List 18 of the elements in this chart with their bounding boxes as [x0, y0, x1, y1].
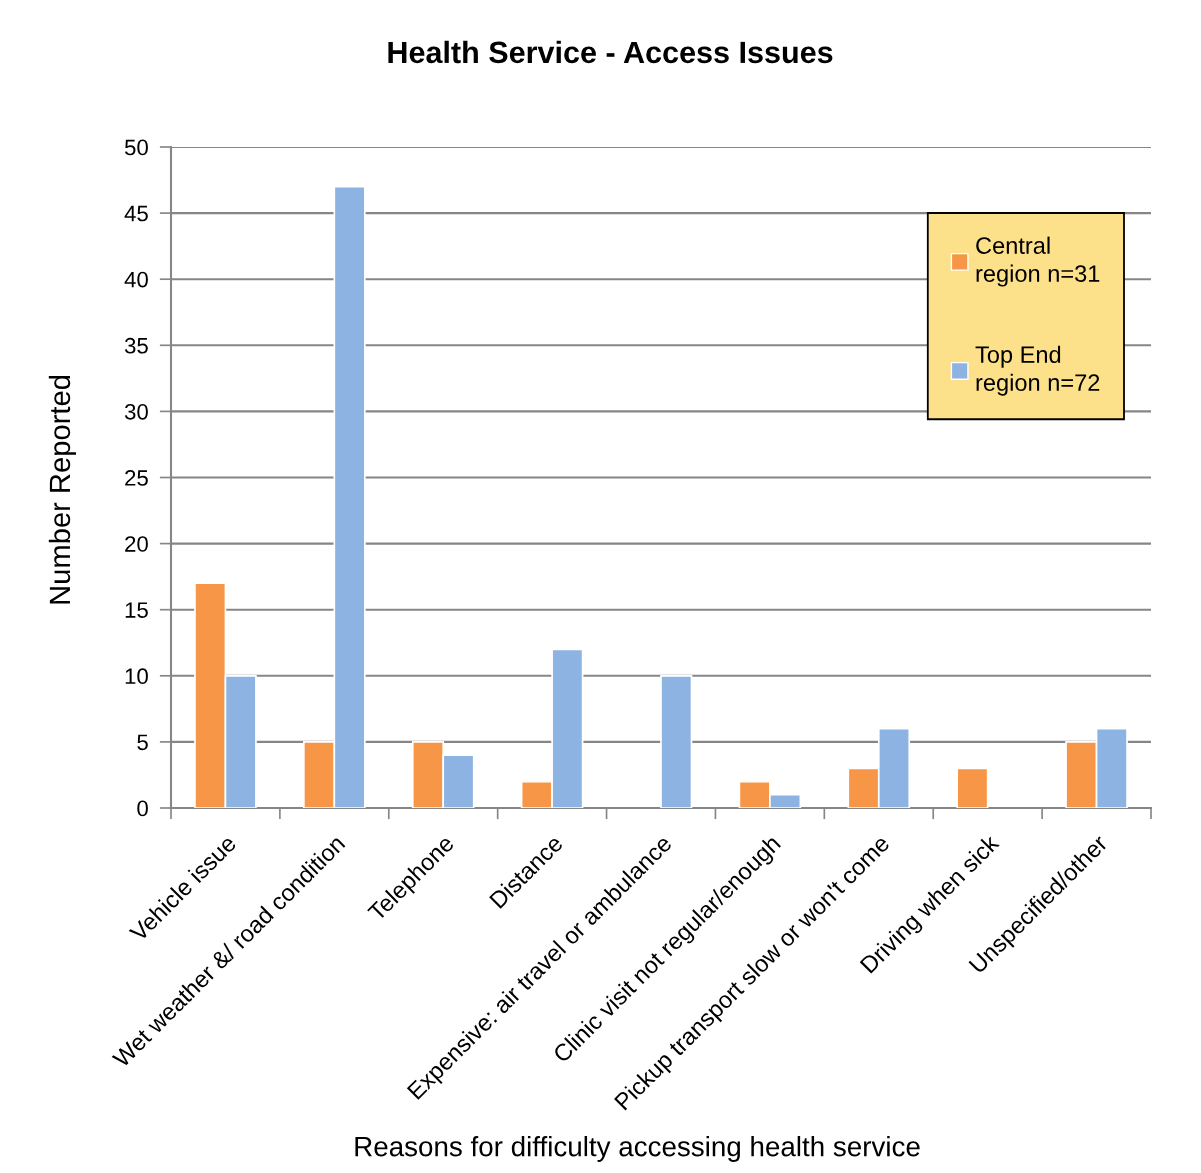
chart-title: Health Service - Access Issues [388, 40, 833, 64]
legend-label: Top End region n=72 [975, 345, 1100, 396]
bar [660, 674, 693, 808]
y-axis-title: Number Reported [48, 375, 76, 604]
x-axis-title: Reasons for difficulty accessing health service [355, 1136, 920, 1162]
y-tick-label: 40 [124, 271, 148, 288]
y-tick-label: 35 [124, 337, 148, 354]
y-tick-label: 20 [125, 536, 148, 552]
y-tick-label: 15 [125, 602, 148, 618]
y-tick-label: 30 [124, 403, 148, 420]
y-tick-label: 0 [137, 800, 148, 817]
legend-label: Central region n=31 [976, 236, 1100, 287]
y-tick-label: 10 [125, 668, 148, 685]
bar [956, 767, 989, 808]
y-tick-label: 50 [124, 139, 148, 156]
y-tick-label: 5 [137, 734, 148, 751]
y-tick-label: 45 [124, 205, 148, 222]
y-tick-label: 25 [125, 470, 148, 486]
